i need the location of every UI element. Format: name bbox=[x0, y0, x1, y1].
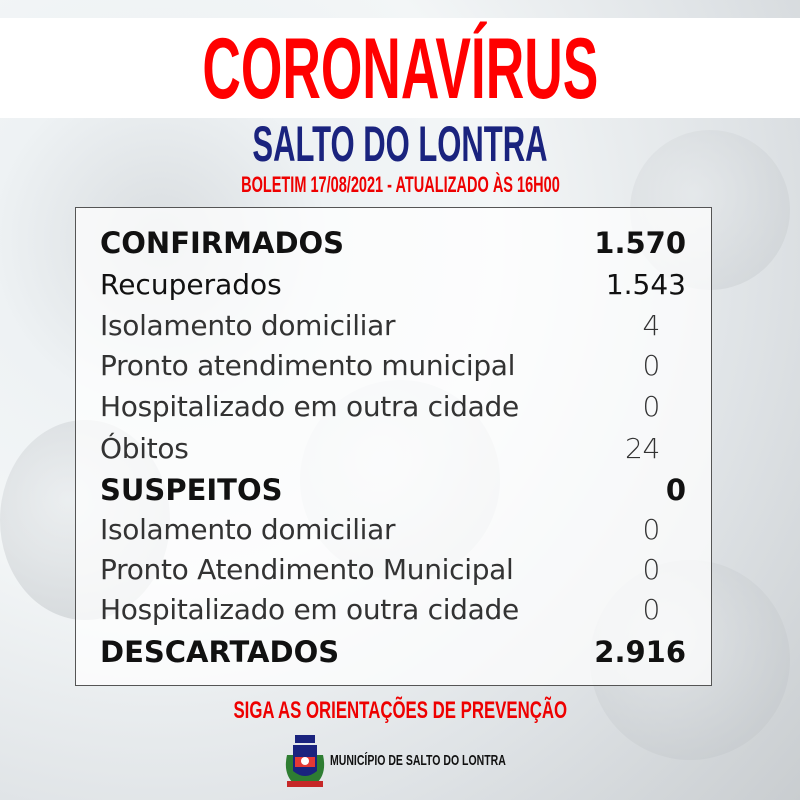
stat-row: Recuperados 1.543 bbox=[100, 265, 700, 305]
stat-label: Hospitalizado em outra cidade bbox=[100, 390, 519, 423]
stat-value: 0 bbox=[665, 473, 686, 507]
stat-row: Isolamento domiciliar 0 bbox=[100, 510, 700, 550]
stat-row: CONFIRMADOS 1.570 bbox=[100, 223, 700, 263]
stat-label: Isolamento domiciliar bbox=[100, 513, 396, 546]
stat-row: Pronto Atendimento Municipal 0 bbox=[100, 550, 700, 590]
stat-value: 4 bbox=[642, 309, 660, 342]
title-band bbox=[0, 18, 800, 118]
municipality-name: MUNICÍPIO DE SALTO DO LONTRA bbox=[330, 752, 506, 769]
stat-value: 2.916 bbox=[594, 635, 686, 669]
stat-value: 0 bbox=[642, 513, 660, 546]
municipality-coat-of-arms-icon bbox=[285, 735, 325, 787]
stat-label: Pronto Atendimento Municipal bbox=[100, 553, 514, 586]
stat-row: Hospitalizado em outra cidade 0 bbox=[100, 590, 700, 630]
stat-value: 24 bbox=[624, 432, 660, 465]
stat-label: Hospitalizado em outra cidade bbox=[100, 593, 519, 626]
city-name: SALTO DO LONTRA bbox=[252, 116, 548, 172]
stat-label: CONFIRMADOS bbox=[100, 226, 345, 260]
stat-value: 1.543 bbox=[605, 268, 686, 301]
stat-row: Hospitalizado em outra cidade 0 bbox=[100, 387, 700, 427]
stat-row: Isolamento domiciliar 4 bbox=[100, 306, 700, 346]
prevention-slogan: SIGA AS ORIENTAÇÕES DE PREVENÇÃO bbox=[233, 697, 567, 724]
stat-value: 1.570 bbox=[594, 226, 686, 260]
page-title: CORONAVÍRUS bbox=[202, 21, 598, 117]
stat-value: 0 bbox=[642, 349, 660, 382]
stat-row: Pronto atendimento municipal 0 bbox=[100, 346, 700, 386]
stat-label: SUSPEITOS bbox=[100, 473, 283, 507]
stat-label: Recuperados bbox=[100, 268, 282, 301]
stat-label: DESCARTADOS bbox=[100, 635, 340, 669]
stat-value: 0 bbox=[642, 390, 660, 423]
stat-value: 0 bbox=[642, 553, 660, 586]
stat-label: Óbitos bbox=[100, 432, 189, 465]
stats-table: CONFIRMADOS 1.570 Recuperados 1.543 Isolamen… bbox=[75, 207, 712, 686]
stat-row: DESCARTADOS 2.916 bbox=[100, 632, 700, 672]
stat-value: 0 bbox=[642, 593, 660, 626]
stat-row: SUSPEITOS 0 bbox=[100, 470, 700, 510]
stat-row: Óbitos 24 bbox=[100, 429, 700, 469]
stat-label: Pronto atendimento municipal bbox=[100, 349, 516, 382]
bulletin-date: BOLETIM 17/08/2021 - ATUALIZADO ÀS 16H00 bbox=[240, 172, 560, 197]
stat-label: Isolamento domiciliar bbox=[100, 309, 396, 342]
